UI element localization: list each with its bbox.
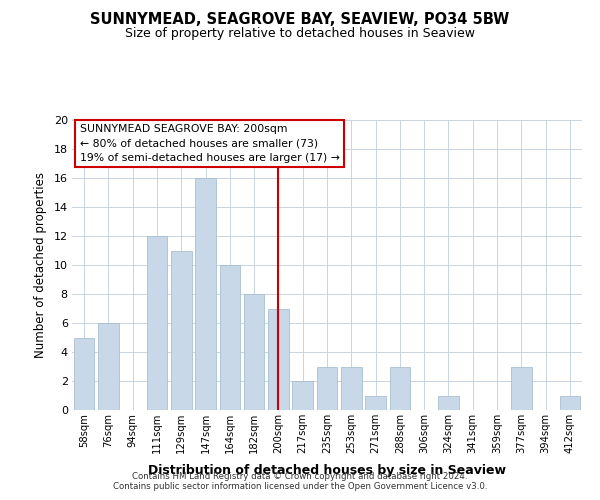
Bar bbox=[365, 396, 386, 410]
Bar bbox=[74, 338, 94, 410]
Bar bbox=[511, 366, 532, 410]
Bar bbox=[268, 308, 289, 410]
Text: Size of property relative to detached houses in Seaview: Size of property relative to detached ho… bbox=[125, 28, 475, 40]
Bar bbox=[341, 366, 362, 410]
Text: Contains HM Land Registry data © Crown copyright and database right 2024.: Contains HM Land Registry data © Crown c… bbox=[132, 472, 468, 481]
Bar bbox=[220, 265, 240, 410]
Bar bbox=[317, 366, 337, 410]
Text: SUNNYMEAD SEAGROVE BAY: 200sqm
← 80% of detached houses are smaller (73)
19% of : SUNNYMEAD SEAGROVE BAY: 200sqm ← 80% of … bbox=[80, 124, 340, 163]
Bar bbox=[195, 178, 216, 410]
Bar bbox=[438, 396, 459, 410]
Text: Contains public sector information licensed under the Open Government Licence v3: Contains public sector information licen… bbox=[113, 482, 487, 491]
Bar bbox=[146, 236, 167, 410]
Bar bbox=[98, 323, 119, 410]
X-axis label: Distribution of detached houses by size in Seaview: Distribution of detached houses by size … bbox=[148, 464, 506, 477]
Bar bbox=[244, 294, 265, 410]
Y-axis label: Number of detached properties: Number of detached properties bbox=[34, 172, 47, 358]
Bar bbox=[389, 366, 410, 410]
Bar bbox=[560, 396, 580, 410]
Bar bbox=[171, 250, 191, 410]
Text: SUNNYMEAD, SEAGROVE BAY, SEAVIEW, PO34 5BW: SUNNYMEAD, SEAGROVE BAY, SEAVIEW, PO34 5… bbox=[91, 12, 509, 28]
Bar bbox=[292, 381, 313, 410]
